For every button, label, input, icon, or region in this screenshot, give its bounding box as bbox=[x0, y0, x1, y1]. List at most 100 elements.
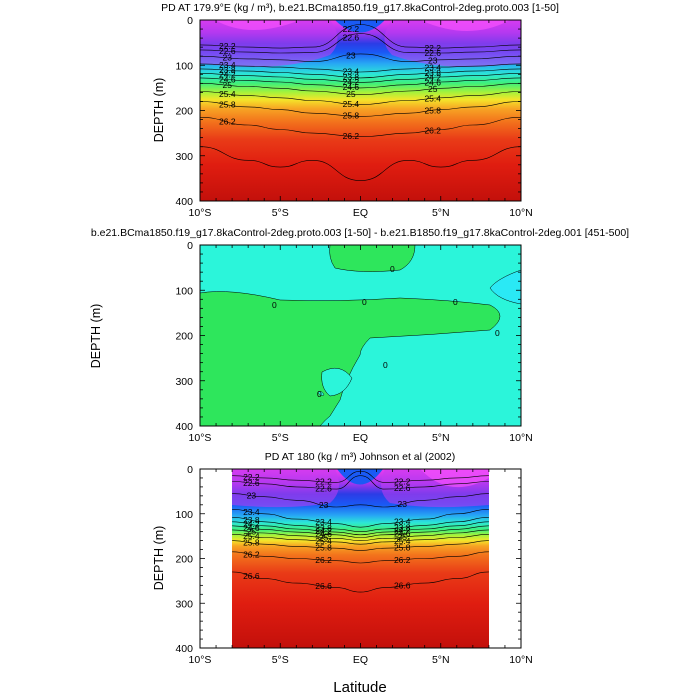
isopycnal-line bbox=[232, 493, 489, 508]
contour-label: 24.2 bbox=[343, 77, 360, 87]
contour-label: 26.2 bbox=[424, 125, 441, 135]
contour-label: 26.6 bbox=[243, 571, 260, 581]
y-tick-label: 0 bbox=[187, 240, 193, 252]
contour-label: 24.6 bbox=[219, 74, 236, 84]
isopycnal-line bbox=[232, 525, 489, 538]
contour-label: 23 bbox=[428, 55, 438, 65]
isopycnal-line bbox=[199, 53, 522, 62]
contour-label: 25 bbox=[346, 89, 356, 99]
y-tick-label: 0 bbox=[187, 15, 193, 27]
contour-label: 23 bbox=[319, 500, 329, 510]
contour-label: 23.8 bbox=[219, 65, 236, 75]
isopycnal-line bbox=[199, 146, 522, 181]
contour-label: 23 bbox=[223, 53, 233, 63]
contour-label: 22.2 bbox=[315, 477, 332, 487]
isopycnal-line bbox=[199, 73, 522, 83]
isopycnal-line bbox=[199, 33, 522, 54]
isopycnal-line bbox=[232, 517, 489, 532]
panel2-zero-patch bbox=[317, 391, 325, 396]
panel3-fill-lobe bbox=[232, 469, 339, 508]
panel1-axes: 10°S 5°S EQ 5°N 10°N 0 100 200 300 400 bbox=[175, 15, 532, 219]
y-tick-label: 200 bbox=[175, 106, 193, 118]
panel2-axes: 10°S 5°S EQ 5°N 10°N 0 100 200 300 400 bbox=[175, 240, 532, 444]
panel3-fill-lobe bbox=[337, 469, 383, 485]
x-tick-label: 10°S bbox=[189, 654, 212, 666]
contour-label: 25.8 bbox=[219, 100, 236, 110]
panel-difference: b.e21.BCma1850.f19_g17.8kaControl-2deg.p… bbox=[89, 227, 629, 444]
y-tick-label: 400 bbox=[175, 421, 193, 433]
panel1-fill-lobe bbox=[384, 20, 521, 67]
isopycnal-line bbox=[232, 534, 489, 545]
x-tick-label: 5°S bbox=[272, 432, 289, 444]
x-tick-label: 5°S bbox=[272, 207, 289, 219]
x-tick-label: 5°N bbox=[432, 207, 450, 219]
panel1-fill-lobe bbox=[420, 20, 510, 31]
x-tick-label: EQ bbox=[353, 207, 368, 219]
contour-label: 26.6 bbox=[315, 581, 332, 591]
contour-label: 0 bbox=[317, 389, 322, 399]
y-tick-label: 0 bbox=[187, 464, 193, 476]
x-tick-label: EQ bbox=[353, 432, 368, 444]
contour-label: 26.2 bbox=[343, 131, 360, 141]
isopycnal-line bbox=[199, 83, 522, 96]
isopycnal-line bbox=[199, 117, 522, 138]
panel2-plot-area: 0 0 0 0 0 0 0 bbox=[199, 244, 522, 427]
contour-label: 24.6 bbox=[315, 529, 332, 539]
isopycnal-line bbox=[232, 551, 489, 564]
contour-label: 25.4 bbox=[424, 94, 441, 104]
contour-label: 22.2 bbox=[219, 41, 236, 51]
isopycnal-line bbox=[232, 475, 489, 490]
y-tick-label: 200 bbox=[175, 331, 193, 343]
contour-label: 23.8 bbox=[315, 523, 332, 533]
panel2-title: b.e21.BCma1850.f19_g17.8kaControl-2deg.p… bbox=[91, 227, 629, 239]
panel2-positive-region bbox=[199, 291, 501, 427]
contour-label: 0 bbox=[495, 328, 500, 338]
contour-label: 24.6 bbox=[343, 82, 360, 92]
panel1-ylabel: DEPTH (m) bbox=[152, 78, 166, 143]
contour-label: 0 bbox=[362, 297, 367, 307]
contour-label: 22.6 bbox=[424, 48, 441, 58]
contour-label: 22.2 bbox=[243, 472, 260, 482]
panel3-ylabel: DEPTH (m) bbox=[152, 526, 166, 591]
isopycnal-line bbox=[232, 540, 489, 551]
x-tick-label: EQ bbox=[353, 654, 368, 666]
contour-label: 25.4 bbox=[343, 99, 360, 109]
contour-label: 25.4 bbox=[243, 531, 260, 541]
y-tick-label: 100 bbox=[175, 60, 193, 72]
contour-label: 23.4 bbox=[315, 517, 332, 527]
panel3-title: PD AT 180 (kg / m³) Johnson et al (2002) bbox=[265, 451, 455, 463]
panel1-fill-lobe bbox=[335, 20, 385, 33]
contour-label: 22.6 bbox=[219, 46, 236, 56]
isopycnal-line bbox=[199, 63, 522, 73]
x-tick-label: 5°N bbox=[432, 654, 450, 666]
contour-label: 23.4 bbox=[243, 507, 260, 517]
contour-label: 26.2 bbox=[394, 555, 411, 565]
contour-label: 26.6 bbox=[394, 581, 411, 591]
x-axis-label: Latitude bbox=[333, 679, 386, 696]
contour-label: 23.4 bbox=[394, 517, 411, 527]
contour-label: 23.8 bbox=[394, 522, 411, 532]
x-tick-label: 5°S bbox=[272, 654, 289, 666]
contour-label: 23.4 bbox=[424, 63, 441, 73]
x-tick-label: 10°N bbox=[509, 207, 532, 219]
panel2-zero-patch bbox=[321, 367, 353, 397]
y-tick-label: 100 bbox=[175, 509, 193, 521]
isopycnal-line bbox=[232, 529, 489, 541]
panel1-fill-lobe bbox=[200, 20, 338, 67]
x-tick-label: 5°N bbox=[432, 432, 450, 444]
contour-label: 25.4 bbox=[394, 536, 411, 546]
contour-label: 0 bbox=[272, 300, 277, 310]
contour-label: 26.2 bbox=[219, 117, 236, 127]
panel2-positive-region bbox=[329, 244, 416, 272]
contour-label: 22.2 bbox=[424, 43, 441, 53]
contour-label: 23.4 bbox=[219, 60, 236, 70]
x-tick-label: 10°S bbox=[189, 207, 212, 219]
contour-label: 23.8 bbox=[424, 68, 441, 78]
x-tick-label: 10°N bbox=[509, 432, 532, 444]
contour-label: 22.2 bbox=[394, 476, 411, 486]
panel-johnson-obs: PD AT 180 (kg / m³) Johnson et al (2002)… bbox=[152, 451, 533, 696]
panel2-contour-labels: 0 0 0 0 0 0 0 bbox=[272, 264, 500, 399]
